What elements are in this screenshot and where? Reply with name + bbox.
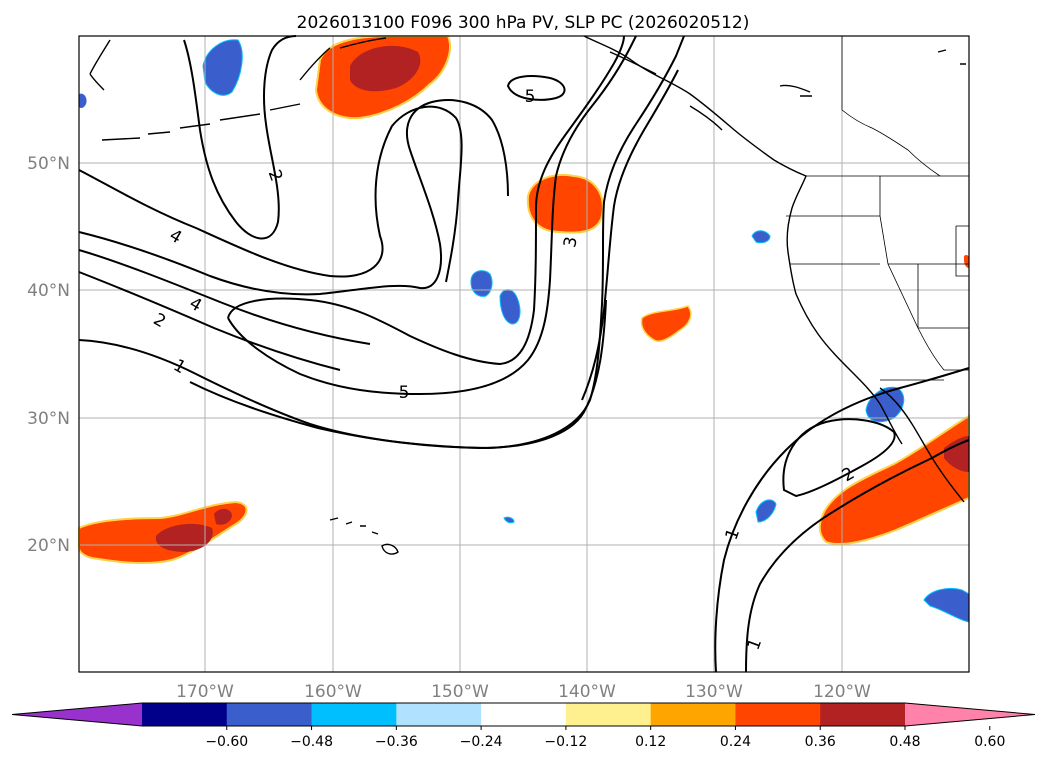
colorbar-ticks: −0.60 −0.48 −0.36 −0.24 −0.12 0.12 0.24 … — [205, 726, 1005, 750]
contour-label: 5 — [525, 87, 536, 107]
contour-label: 3 — [560, 235, 582, 249]
colorbar-swatch — [820, 703, 906, 726]
colorbar-swatch — [735, 703, 821, 726]
map-background — [79, 36, 969, 672]
colorbar-swatch — [226, 703, 313, 726]
lon-tick-label: 140°W — [558, 682, 616, 702]
lat-tick-label: 50°N — [27, 154, 70, 174]
lat-tick-label: 40°N — [27, 281, 70, 301]
map-panel: 5 2 4 4 2 1 5 3 1 2 1 — [78, 35, 970, 673]
colorbar-extend-low — [12, 703, 142, 726]
figure-title: 2026013100 F096 300 hPa PV, SLP PC (2026… — [297, 13, 750, 33]
colorbar-swatch — [311, 703, 397, 726]
lon-tick-label: 160°W — [304, 682, 362, 702]
colorbar-tick-label: 0.36 — [805, 734, 836, 750]
latitude-axis: 50°N 40°N 30°N 20°N — [27, 154, 70, 556]
pv-blob-offshore-positive — [640, 305, 692, 342]
map-frame — [78, 35, 970, 673]
colorbar-swatch — [396, 703, 482, 726]
colorbar-swatch — [142, 703, 228, 726]
longitude-axis: 170°W 160°W 150°W 140°W 130°W 120°W — [176, 682, 871, 702]
pv-blob-tiny-negative — [503, 516, 515, 524]
political-borders — [786, 36, 969, 381]
colorbar-extend-high — [905, 703, 1035, 726]
pv-blob-southeast-core — [944, 436, 969, 472]
lon-tick-label: 150°W — [431, 682, 489, 702]
pv-blob-edge-positive — [964, 254, 969, 268]
lon-tick-label: 170°W — [176, 682, 234, 702]
pv-blob-southeast-positive — [818, 414, 970, 546]
colorbar-tick-label: −0.36 — [375, 734, 418, 750]
colorbar: −0.60 −0.48 −0.36 −0.24 −0.12 0.12 0.24 … — [11, 702, 1036, 750]
colorbar-tick-label: 0.60 — [974, 734, 1005, 750]
coastlines — [89, 35, 966, 555]
pv-blob-hawaii-core — [155, 508, 232, 552]
pv-blob-west-edge-negative — [79, 93, 87, 108]
colorbar-tick-label: 0.12 — [635, 734, 666, 750]
pv-blob-coastal-negative — [751, 230, 771, 244]
lat-tick-label: 30°N — [27, 409, 70, 429]
slp-contours — [78, 35, 970, 673]
lon-tick-label: 130°W — [685, 682, 743, 702]
colorbar-tick-label: 0.24 — [720, 734, 751, 750]
pv-blob-gulf-of-alaska-core — [350, 45, 421, 92]
colorbar-swatches — [12, 703, 1035, 726]
colorbar-swatch — [565, 703, 652, 726]
colorbar-swatch — [650, 703, 736, 726]
lon-tick-label: 120°W — [813, 682, 871, 702]
colorbar-swatch — [481, 703, 567, 726]
colorbar-tick-label: −0.24 — [460, 734, 503, 750]
graticule — [79, 36, 969, 672]
pv-blob-small-negative-a — [470, 270, 493, 297]
lat-tick-label: 20°N — [27, 536, 70, 556]
colorbar-outline — [11, 702, 1036, 727]
contour-label: 5 — [399, 383, 410, 403]
pv-blob-subtropical-negative — [755, 499, 777, 523]
colorbar-tick-label: 0.48 — [889, 734, 920, 750]
colorbar-tick-label: −0.48 — [290, 734, 333, 750]
pv-blob-aleutian-negative — [202, 39, 243, 96]
colorbar-tick-label: −0.12 — [544, 734, 587, 750]
colorbar-tick-label: −0.60 — [205, 734, 248, 750]
